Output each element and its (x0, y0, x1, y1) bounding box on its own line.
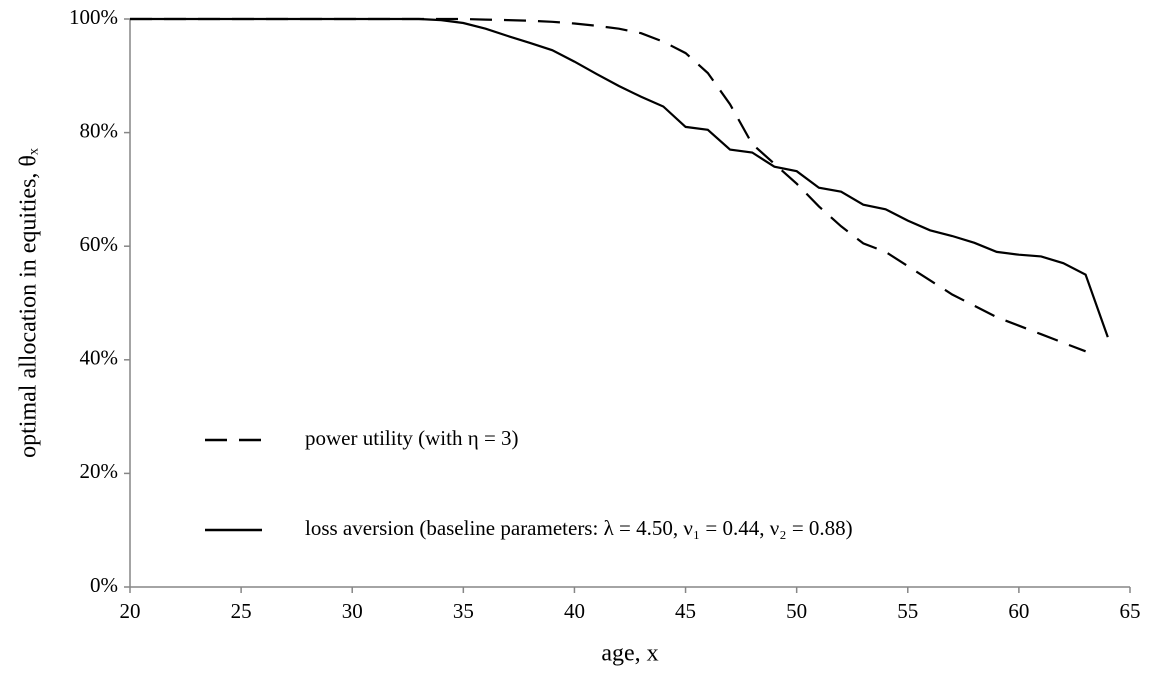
x-tick-label: 20 (120, 599, 141, 623)
x-tick-label: 60 (1008, 599, 1029, 623)
y-axis-title: optimal allocation in equities, θₓ (16, 148, 42, 458)
legend-label: loss aversion (baseline parameters: λ = … (305, 516, 853, 540)
y-tick-label: 60% (80, 232, 119, 256)
x-tick-label: 50 (786, 599, 807, 623)
y-tick-label: 100% (69, 5, 118, 29)
series-line (130, 17, 1086, 353)
x-tick-label: 40 (564, 599, 585, 623)
x-axis-title: age, x (601, 641, 658, 667)
x-tick-label: 35 (453, 599, 474, 623)
y-tick-label: 40% (80, 346, 119, 370)
y-tick-label: 80% (80, 118, 119, 142)
y-tick-label: 20% (80, 459, 119, 483)
legend-label: power utility (with η = 3) (305, 426, 519, 450)
series-line (130, 17, 1109, 338)
x-tick-label: 55 (897, 599, 918, 623)
x-tick-label: 30 (342, 599, 363, 623)
x-tick-label: 25 (231, 599, 252, 623)
y-tick-label: 0% (90, 573, 118, 597)
x-tick-label: 65 (1120, 599, 1141, 623)
x-tick-label: 45 (675, 599, 696, 623)
